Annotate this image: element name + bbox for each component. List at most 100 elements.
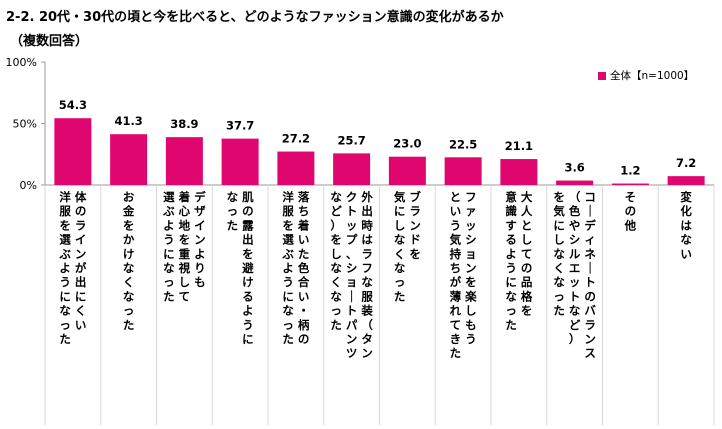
category-label: コ｜ディネ｜トのバランス (584, 190, 596, 360)
category-label-char: は (361, 233, 373, 247)
category-label-char: 大 (521, 190, 533, 204)
category-label-char: な (680, 233, 692, 247)
category-label: 外出時はラフな服装（タン (360, 190, 373, 360)
category-label-char: う (282, 275, 294, 289)
category-label-char: 重 (179, 247, 191, 261)
category-label-char: 金 (122, 204, 135, 218)
category-label-char: る (242, 289, 254, 303)
category-label-char: っ (330, 304, 342, 318)
category-label: （色やシルエットなど） (569, 190, 581, 346)
category-label-char: ｜ (584, 204, 596, 218)
category-label-char: 格 (521, 289, 533, 303)
category-label-char: ッ (346, 218, 358, 232)
category-label-char: そ (625, 190, 637, 204)
category-label-char: デ (194, 190, 206, 204)
category-label-char: な (330, 190, 342, 204)
category-label-char: 肌 (242, 190, 254, 204)
category-label-char: 気 (394, 190, 406, 204)
category-label-char: て (450, 318, 462, 332)
category-label-char: に (163, 247, 175, 261)
category-label-char: っ (163, 275, 175, 289)
category-label-char: も (465, 318, 477, 332)
category-label-char: っ (227, 204, 239, 218)
category-label-char: ） (569, 332, 581, 346)
category-label-char: た (450, 346, 462, 360)
category-label-char: の (242, 204, 254, 218)
category-label-char: た (330, 318, 342, 332)
category-label-char: ッ (569, 275, 581, 289)
category-label: 選ぶようになった (162, 190, 175, 303)
category-label-char: 薄 (450, 289, 462, 303)
category-label-char: 気 (450, 233, 462, 247)
category-label-char: た (59, 332, 71, 346)
category-label-char: な (59, 304, 71, 318)
category-label-char: 出 (361, 204, 373, 218)
category-label-char: 洋 (282, 190, 294, 204)
category-label-char: か (123, 233, 135, 247)
data-label: 3.6 (564, 161, 584, 175)
category-label-char: ザ (194, 204, 206, 218)
chart-subtitle: （複数回答） (10, 34, 89, 49)
category-label-char: ブ (409, 190, 421, 204)
category-label-char: の (584, 289, 596, 303)
legend: 全体【n=1000】 (598, 68, 694, 83)
category-label-char: け (242, 275, 254, 289)
category-label-char: 落 (298, 190, 310, 204)
category-label-char: も (194, 275, 206, 289)
category-label: など）をしなくなった (330, 190, 342, 332)
data-label: 25.7 (337, 133, 365, 147)
chart-title: 2-2. 20代・30代の頃と今を比べると、どのようなファッション意識の変化があ… (6, 10, 504, 25)
category-label: 着心地を重視して (178, 190, 191, 303)
category-label-char: デ (584, 218, 596, 232)
category-label-char: パ (346, 318, 358, 332)
category-label-char: 洋 (59, 190, 71, 204)
category-label-char: フ (465, 190, 477, 204)
category-label-char: イ (75, 233, 87, 247)
category-label-char: く (75, 304, 87, 318)
category-label-char: 服 (361, 289, 373, 303)
category-label-char: ぶ (58, 247, 71, 261)
data-label: 1.2 (620, 164, 640, 178)
category-label: 大人としての品格を (521, 190, 533, 318)
category-label-char: 着 (297, 218, 310, 232)
category-label-char: と (521, 218, 533, 232)
category-label-char: う (163, 233, 175, 247)
category-label-char: れ (450, 304, 462, 318)
category-label-char: ン (361, 346, 373, 360)
category-label-char: た (163, 289, 175, 303)
category-label-char: し (394, 218, 406, 232)
category-label-char: ョ (465, 247, 477, 261)
category-label-char: フ (361, 261, 373, 275)
category-label: 落ち着いた色合い・柄の (297, 190, 310, 346)
category-label-char: っ (59, 318, 71, 332)
category-label-char: な (330, 261, 342, 275)
category-label-char: を (330, 233, 342, 247)
category-label-char: 出 (75, 275, 87, 289)
category-label-char: 服 (59, 204, 71, 218)
category-label: ブランドを (409, 190, 421, 261)
bar (444, 157, 482, 185)
category-label-char: 識 (505, 204, 517, 218)
category-label-char: ン (465, 261, 477, 275)
category-label-char: な (282, 304, 294, 318)
category-label-char: の (521, 261, 533, 275)
data-label: 41.3 (114, 114, 142, 128)
category-label-char: 変 (680, 190, 692, 204)
category-label-char: す (505, 218, 517, 232)
category-label-char: な (361, 275, 373, 289)
category-label-char: ッ (465, 218, 477, 232)
y-tick-label: 0% (20, 179, 37, 192)
category-label-char: ラ (75, 218, 87, 232)
category-label: ファッションを楽しもう (464, 190, 477, 346)
category-label-char: っ (282, 318, 294, 332)
category-label-char: っ (394, 275, 406, 289)
category-label-char: っ (505, 304, 517, 318)
category-label-char: よ (163, 218, 175, 232)
category-label-char: ち (450, 261, 462, 275)
category-label-char: 気 (553, 204, 565, 218)
category-label-char: を (59, 218, 71, 232)
category-label-char: な (123, 261, 135, 275)
category-label-char: な (123, 289, 135, 303)
category-label-char: な (330, 289, 342, 303)
bar (110, 134, 148, 185)
